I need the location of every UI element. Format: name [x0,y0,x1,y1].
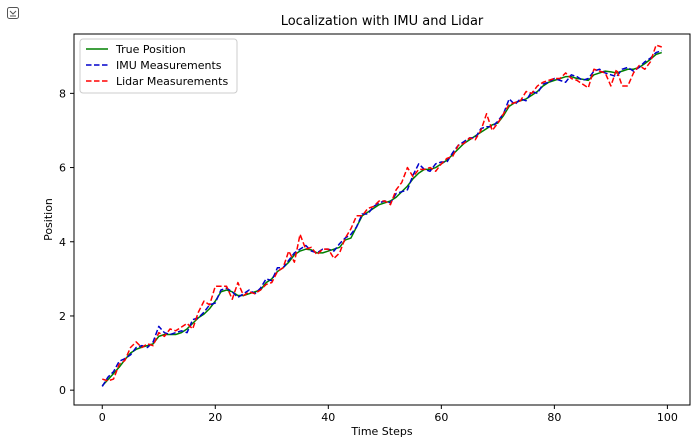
x-tick-label: 60 [434,411,448,424]
legend: True Position IMU Measurements Lidar Measu… [79,38,238,94]
x-tick-label: 100 [657,411,678,424]
y-axis-label: Position [42,198,55,241]
series-line-0 [101,51,662,387]
plot-lines [101,44,662,387]
y-tick-label: 4 [59,236,66,249]
x-tick-label: 20 [208,411,222,424]
y-axis: 0 2 4 6 8 [59,87,74,397]
series-line-2 [102,44,662,382]
y-tick-label: 6 [59,162,66,175]
series-line-1 [101,49,662,387]
y-tick-label: 8 [59,87,66,100]
x-axis: 0 20 40 60 80 100 [99,405,678,424]
legend-label: True Position [115,43,186,56]
x-tick-label: 40 [321,411,335,424]
y-tick-label: 2 [59,310,66,323]
legend-label: Lidar Measurements [116,75,228,88]
legend-box [79,38,238,94]
chart-title: Localization with IMU and Lidar [281,14,484,29]
x-tick-label: 80 [547,411,561,424]
x-axis-label: Time Steps [350,425,412,438]
x-tick-label: 0 [99,411,106,424]
plot-frame [73,33,691,406]
y-tick-label: 0 [59,384,66,397]
output-collapse-icon[interactable] [6,6,20,20]
legend-label: IMU Measurements [116,59,222,72]
